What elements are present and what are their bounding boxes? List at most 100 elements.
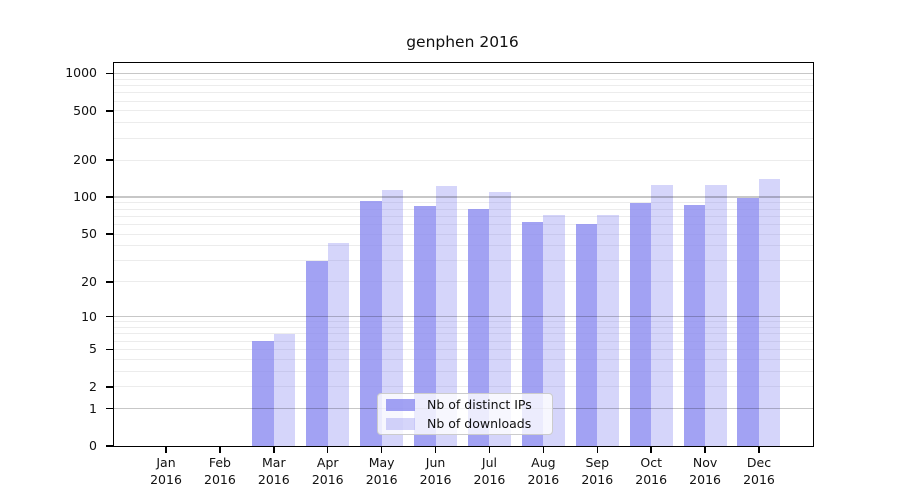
legend-row-downloads: Nb of downloads: [386, 416, 544, 432]
bar-distinct-ips-sep: [575, 224, 598, 446]
legend-label-distinct-ips: Nb of distinct IPs: [427, 397, 532, 412]
gridline-minor: [114, 233, 813, 235]
y-tick-label: 1000: [65, 65, 97, 81]
x-axis-tick: [219, 446, 221, 453]
gridline-minor: [114, 85, 813, 86]
y-axis-tick: [106, 281, 113, 283]
y-tick-label: 5: [89, 341, 97, 357]
y-axis-tick: [106, 445, 113, 447]
bar-downloads-jul: [489, 192, 511, 446]
y-tick-label: 10: [81, 308, 97, 324]
x-axis-tick: [434, 446, 437, 453]
y-axis-tick: [106, 315, 113, 318]
x-axis-tick: [542, 446, 545, 453]
x-axis-tick: [650, 446, 652, 453]
y-axis-tick: [106, 348, 113, 351]
y-tick-label: 200: [73, 152, 97, 168]
y-tick-label: 20: [81, 273, 97, 289]
bar-distinct-ips-nov: [683, 204, 706, 446]
y-tick-label: 100: [73, 189, 97, 205]
gridline-minor: [114, 340, 813, 342]
bar-downloads-oct: [651, 184, 673, 446]
bar-downloads-apr: [327, 243, 350, 446]
x-axis-tick: [380, 446, 383, 453]
y-axis-tick: [106, 110, 113, 112]
bar-downloads-jun: [435, 186, 458, 446]
bar-distinct-ips-jul: [467, 209, 490, 446]
x-axis-tick: [758, 446, 760, 453]
bar-distinct-ips-mar: [252, 341, 274, 446]
gridline-major: [114, 72, 813, 75]
gridline-minor: [114, 281, 813, 283]
x-tick-label: Jun 2016: [419, 455, 452, 487]
y-tick-label: 500: [73, 102, 97, 118]
gridline-minor: [114, 122, 813, 124]
gridline-minor: [114, 159, 813, 161]
y-axis-tick: [106, 233, 113, 235]
y-tick-label: 50: [81, 226, 97, 241]
bar-distinct-ips-apr: [306, 260, 328, 446]
gridline-minor: [114, 100, 813, 102]
y-tick-label: 2: [89, 378, 97, 394]
legend: Nb of distinct IPs Nb of downloads: [377, 393, 553, 435]
y-axis-tick: [106, 407, 113, 410]
bar-distinct-ips-aug: [521, 221, 544, 446]
x-axis-tick: [488, 446, 491, 453]
y-axis-tick: [106, 386, 113, 388]
gridline-minor: [114, 215, 813, 217]
bar-distinct-ips-may: [360, 201, 382, 446]
gridline-minor: [114, 370, 813, 372]
bar-downloads-mar: [273, 333, 296, 446]
gridline-minor: [114, 386, 813, 388]
gridline-major: [114, 196, 813, 198]
gridline-minor: [114, 208, 813, 210]
x-axis-tick: [273, 446, 275, 453]
legend-swatch-distinct-ips: [386, 398, 415, 411]
gridline-minor: [114, 78, 813, 80]
x-tick-label: Feb 2016: [204, 455, 236, 487]
x-tick-label: Oct 2016: [635, 455, 668, 487]
gridline-minor: [114, 348, 813, 350]
x-axis-tick: [596, 446, 599, 453]
x-tick-label: Apr 2016: [311, 455, 344, 487]
chart-title: genphen 2016: [406, 33, 519, 51]
x-tick-label: Aug 2016: [527, 455, 560, 487]
legend-row-distinct-ips: Nb of distinct IPs: [386, 397, 544, 413]
plot-area: Nb of distinct IPs Nb of downloads 0 1 2 5 1…: [65, 62, 814, 487]
gridline-minor: [114, 202, 813, 204]
gridline-minor: [114, 137, 813, 139]
legend-swatch-downloads: [386, 417, 415, 430]
x-tick-label: Nov 2016: [689, 455, 721, 487]
x-tick-label: Jan 2016: [150, 455, 182, 487]
x-tick-label: May 2016: [365, 455, 398, 487]
y-axis-tick: [106, 159, 113, 161]
bar-distinct-ips-jun: [414, 206, 436, 446]
gridline-minor: [114, 333, 813, 335]
gridline-minor: [114, 223, 813, 225]
x-axis-tick: [704, 446, 706, 453]
bar-distinct-ips-dec: [737, 198, 759, 446]
x-tick-label: Jul 2016: [473, 455, 506, 487]
y-axis-tick: [106, 72, 113, 75]
y-tick-label: 1: [89, 400, 97, 416]
x-axis-tick: [326, 446, 329, 453]
x-tick-label: Sep 2016: [581, 455, 614, 487]
x-axis-tick: [165, 446, 167, 453]
bar-distinct-ips-oct: [629, 202, 652, 446]
bar-downloads-may: [381, 190, 404, 446]
bar-downloads-nov: [705, 184, 727, 446]
bar-downloads-dec: [758, 179, 781, 446]
gridline-minor: [114, 327, 813, 329]
gridline-minor: [114, 260, 813, 262]
gridline-minor: [114, 110, 813, 112]
bar-downloads-aug: [543, 214, 565, 446]
gridline-major: [114, 315, 813, 318]
gridline-minor: [114, 358, 813, 360]
gridline-minor: [114, 92, 813, 94]
x-tick-label: Dec 2016: [743, 455, 775, 487]
y-axis-tick: [106, 196, 113, 198]
gridline-minor: [114, 321, 813, 323]
x-tick-label: Mar 2016: [257, 455, 290, 487]
gridline-minor: [114, 245, 813, 247]
